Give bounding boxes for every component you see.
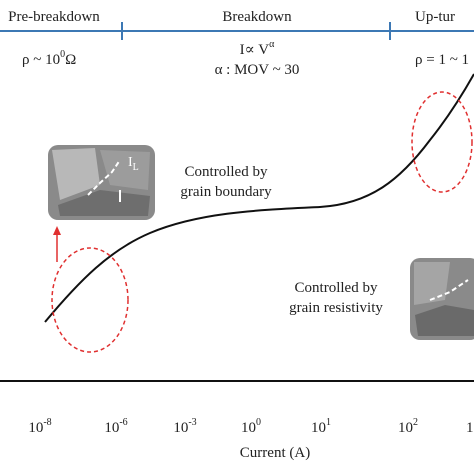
tick-base: 10 <box>311 420 326 436</box>
current-sub: L <box>133 162 139 173</box>
current-label: IL <box>128 155 139 173</box>
grain-image: IL <box>48 145 155 220</box>
tick-exp: -3 <box>188 417 196 428</box>
formula-sup: α <box>269 39 275 50</box>
region-name: Breakdown <box>222 9 292 25</box>
formula-main: I∝ V <box>240 42 270 58</box>
tick-base: 10 <box>241 420 256 436</box>
region-note: α : MOV ~ 30 <box>215 62 300 78</box>
formula-after: Ω <box>65 52 76 68</box>
iv-curve <box>44 73 474 323</box>
x-tick-label: 10-6 <box>104 417 127 436</box>
arrow-head <box>53 226 61 235</box>
grain-image <box>410 258 474 340</box>
region-formula: ρ = 1 ~ 1 <box>415 52 469 68</box>
formula-sup: 0 <box>60 49 65 60</box>
x-tick-label: 103 <box>466 417 474 436</box>
tick-base: 10 <box>104 420 119 436</box>
region-formula: I∝ Vα <box>240 39 275 58</box>
tick-base: 10 <box>173 420 188 436</box>
x-tick-label: 10-8 <box>28 417 51 436</box>
x-tick-label: 101 <box>311 417 331 436</box>
tick-exp: 2 <box>413 417 418 428</box>
tick-base: 10 <box>466 420 474 436</box>
region-name: Up-tur <box>415 9 455 25</box>
tick-exp: -6 <box>119 417 127 428</box>
current-main: I <box>128 155 133 170</box>
annotation-line: grain boundary <box>180 184 272 200</box>
tick-exp: -8 <box>43 417 51 428</box>
formula-main: ρ ~ 10 <box>22 52 60 68</box>
x-tick-label: 102 <box>398 417 418 436</box>
highlight-ellipse <box>411 91 473 193</box>
tick-base: 10 <box>28 420 43 436</box>
x-axis-label: Current (A) <box>240 445 310 461</box>
highlight-ellipse <box>51 247 129 353</box>
annotation-line: Controlled by <box>295 280 378 296</box>
tick-base: 10 <box>398 420 413 436</box>
annotation-line: grain resistivity <box>289 300 383 316</box>
region-name: Pre-breakdown <box>8 9 100 25</box>
x-tick-label: 10-3 <box>173 417 196 436</box>
tick-exp: 0 <box>256 417 261 428</box>
tick-exp: 1 <box>326 417 331 428</box>
annotation-line: Controlled by <box>185 164 268 180</box>
x-ticks: 10-810-610-3100101102103 <box>28 417 474 436</box>
region-formula: ρ ~ 100Ω <box>22 49 76 68</box>
x-tick-label: 100 <box>241 417 261 436</box>
